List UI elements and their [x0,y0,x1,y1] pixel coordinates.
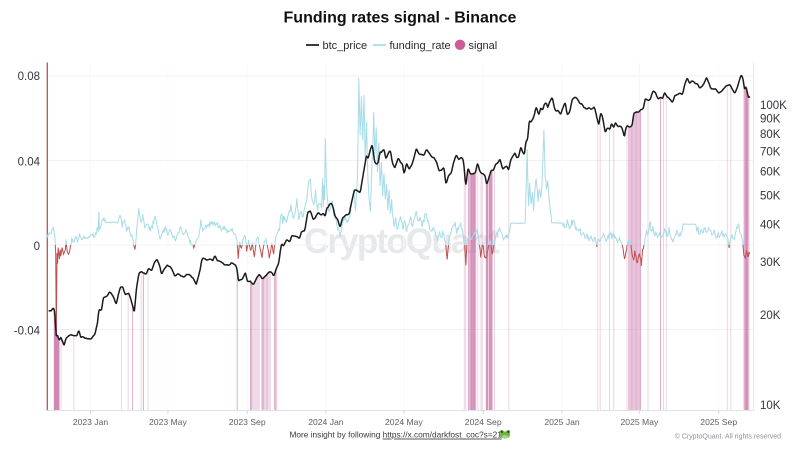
svg-text:100K: 100K [760,100,787,112]
svg-text:0.04: 0.04 [18,156,41,168]
svg-text:Funding rates signal - Binance: Funding rates signal - Binance [284,10,517,27]
svg-text:2023 Jan: 2023 Jan [73,417,109,427]
svg-text:2024 Sep: 2024 Sep [465,417,502,427]
svg-text:40K: 40K [760,219,781,231]
svg-text:80K: 80K [760,129,781,141]
svg-text:funding_rate: funding_rate [390,40,451,52]
svg-text:60K: 60K [760,167,781,179]
svg-text:More insight by following http: More insight by following https://x.com/… [290,430,503,440]
svg-text:2024 Jan: 2024 Jan [308,417,344,427]
svg-text:20K: 20K [760,310,781,322]
svg-text:0: 0 [34,241,40,253]
svg-text:30K: 30K [760,257,781,269]
svg-text:2024 May: 2024 May [385,417,423,427]
svg-text:2025 May: 2025 May [621,417,659,427]
svg-text:90K: 90K [760,114,781,126]
svg-text:© CryptoQuant. All rights rese: © CryptoQuant. All rights reserved [675,433,781,441]
svg-text:2025 Sep: 2025 Sep [700,417,737,427]
svg-text:signal: signal [469,40,498,52]
svg-text:50K: 50K [760,190,781,202]
svg-text:70K: 70K [760,146,781,158]
svg-text:btc_price: btc_price [323,40,368,52]
svg-text:2025 Jan: 2025 Jan [544,417,580,427]
svg-text:2023 Sep: 2023 Sep [229,417,266,427]
svg-text:10K: 10K [760,400,781,412]
svg-text:0.08: 0.08 [18,71,40,83]
svg-text:-0.04: -0.04 [14,325,41,337]
svg-text:2023 May: 2023 May [149,417,187,427]
